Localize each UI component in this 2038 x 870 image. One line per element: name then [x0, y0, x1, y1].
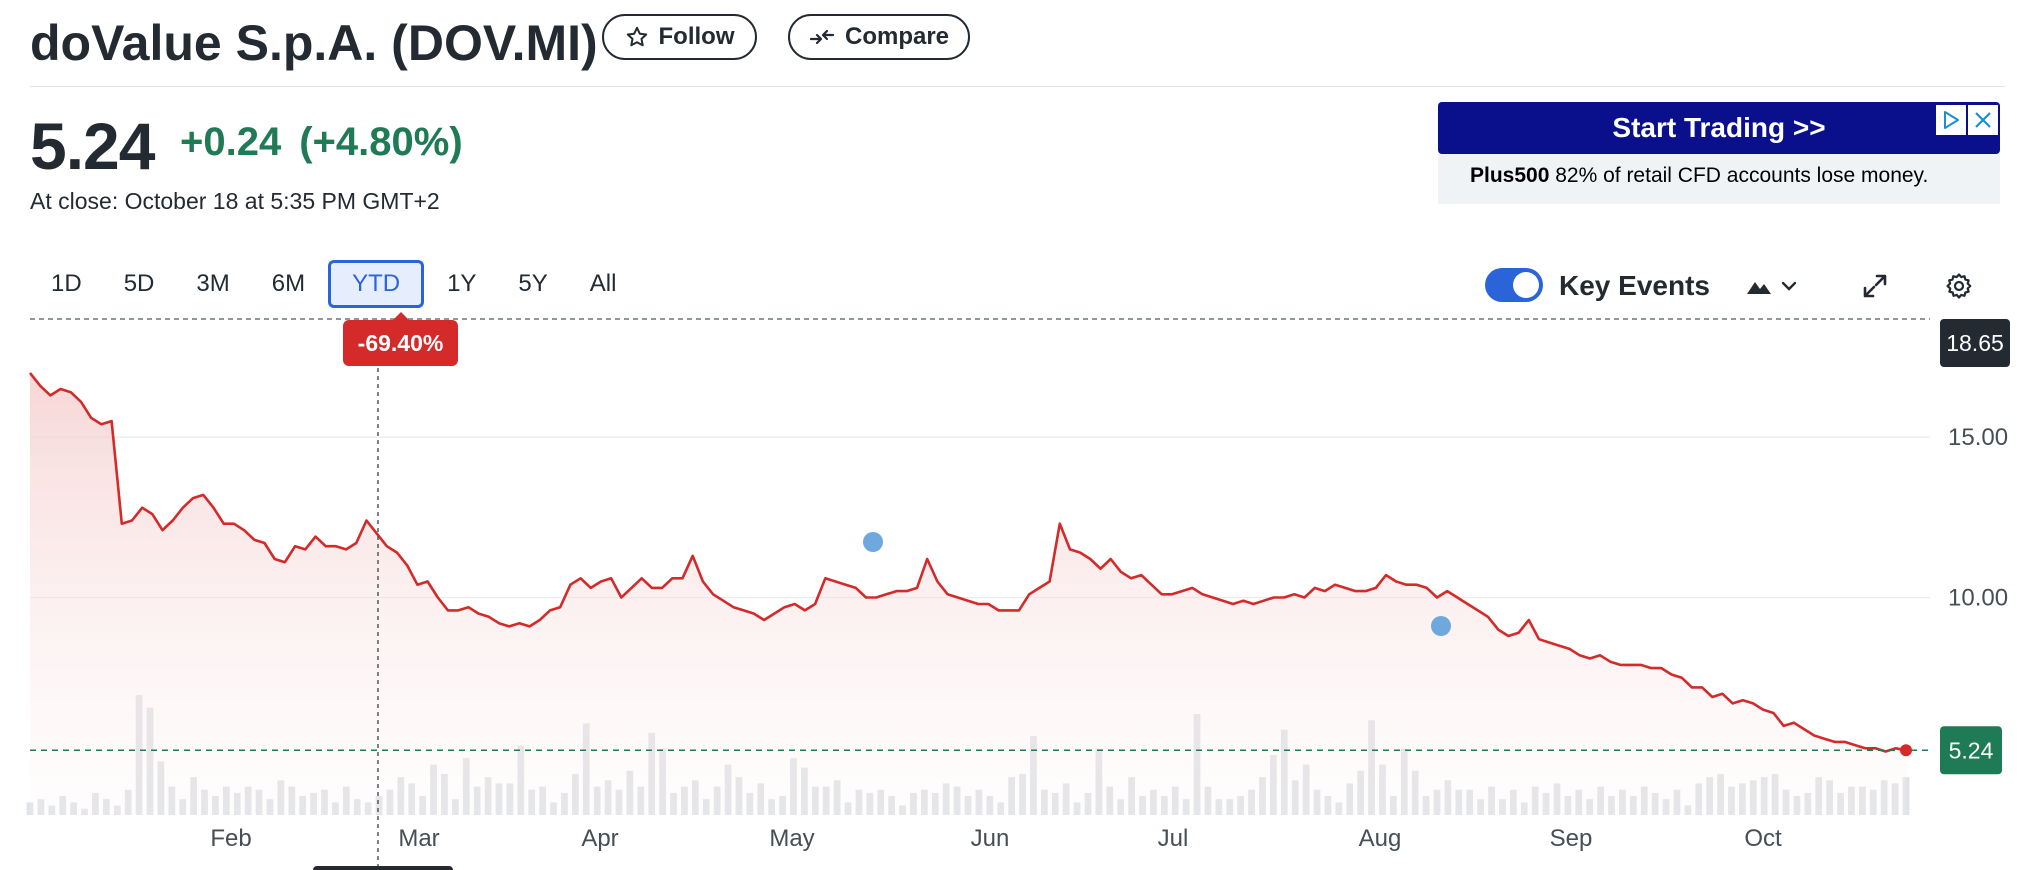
chevron-down-icon[interactable] — [1771, 268, 1807, 304]
price-chart[interactable]: Feb Mar Apr May Jun Jul Aug Sep Oct 15.00 10.00 1… — [0, 300, 2038, 870]
compare-label: Compare — [844, 23, 950, 50]
ad-controls — [1936, 105, 1998, 135]
ad-disclaimer-text: 82% of retail CFD accounts lose money. — [1549, 164, 1929, 187]
page-header: doValue S.p.A. (DOV.MI) Follow Compare — [30, 0, 2005, 87]
page-title: doValue S.p.A. (DOV.MI) — [30, 15, 598, 71]
x-axis-labels: Feb Mar Apr May Jun Jul Aug Sep Oct — [210, 825, 1782, 852]
range-selector: 1D 5D 3M 6M YTD 1Y 5Y All — [30, 258, 637, 310]
expand-icon[interactable] — [1857, 268, 1893, 304]
price-area-fill — [30, 372, 1906, 815]
price-change: +0.24 (+4.80%) — [180, 120, 463, 165]
ad-brand: Plus500 — [1470, 164, 1550, 187]
key-event-marker — [1431, 616, 1451, 636]
y-tick-label: 15.00 — [1948, 424, 2008, 451]
range-1y[interactable]: 1Y — [447, 270, 477, 297]
x-tick-label: Mar — [398, 825, 439, 852]
range-all[interactable]: All — [589, 270, 617, 297]
range-ytd[interactable]: YTD — [328, 260, 425, 308]
range-5d[interactable]: 5D — [123, 270, 155, 297]
x-tick-label: Oct — [1744, 825, 1782, 852]
chart-markers: 18.655.242/22/2024 — [313, 319, 2010, 870]
y-axis-labels: 15.00 10.00 — [1948, 424, 2008, 611]
star-icon — [626, 26, 647, 47]
key-events-label: Key Events — [1559, 270, 1710, 301]
x-tick-label: Feb — [210, 825, 251, 852]
range-3m[interactable]: 3M — [196, 270, 230, 297]
last-price-label: 5.24 — [1949, 737, 1994, 763]
key-event-marker — [863, 532, 883, 552]
last-price-label-box — [1940, 726, 2002, 775]
last-point-dot — [1900, 744, 1912, 757]
close-icon[interactable] — [1968, 105, 1998, 135]
ad-disclaimer: Plus500 82% of retail CFD accounts lose … — [1470, 164, 1928, 188]
high-price-label-box — [1940, 319, 2010, 367]
chart-controls: Key Events — [1485, 262, 2005, 310]
ad-choices-icon[interactable] — [1936, 105, 1966, 135]
price-change-value: +0.24 — [180, 120, 282, 164]
ad-banner[interactable]: Start Trading >> Plus500 82% of retail C… — [1438, 102, 2000, 204]
x-tick-label: Aug — [1359, 825, 1402, 852]
key-events-toggle[interactable] — [1485, 268, 1543, 302]
x-tick-label: Sep — [1550, 825, 1593, 852]
hover-date-box — [313, 866, 453, 870]
x-tick-label: Apr — [581, 825, 618, 852]
range-1d[interactable]: 1D — [51, 270, 82, 297]
market-close-note: At close: October 18 at 5:35 PM GMT+2 — [30, 188, 440, 214]
compare-arrows-icon — [809, 29, 835, 45]
range-change-badge: -69.40% — [343, 312, 458, 366]
current-price: 5.24 — [30, 109, 155, 183]
range-5y[interactable]: 5Y — [518, 270, 548, 297]
compare-button[interactable]: Compare — [788, 14, 970, 60]
price-change-percent: (+4.80%) — [299, 120, 463, 164]
gear-icon[interactable] — [1941, 268, 1977, 304]
range-6m[interactable]: 6M — [271, 270, 306, 297]
reference-lines — [30, 360, 1930, 870]
mountain-chart-icon[interactable] — [1741, 268, 1777, 304]
y-tick-label: 10.00 — [1948, 585, 2008, 612]
follow-label: Follow — [658, 23, 735, 50]
x-tick-label: Jun — [971, 825, 1010, 852]
x-tick-label: May — [769, 825, 814, 852]
high-price-label: 18.65 — [1946, 330, 2004, 356]
follow-button[interactable]: Follow — [602, 14, 757, 60]
price-line — [28, 372, 1907, 753]
ad-cta-button[interactable]: Start Trading >> — [1438, 102, 2000, 154]
x-tick-label: Jul — [1158, 825, 1189, 852]
